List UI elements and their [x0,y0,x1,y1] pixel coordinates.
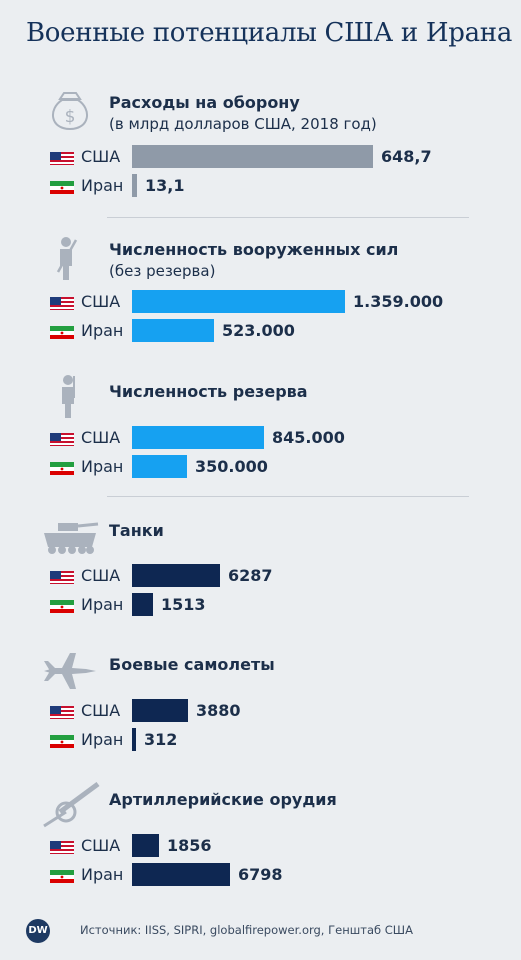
data-label: 523.000 [222,321,295,340]
bar [132,145,373,168]
category-label: США [81,836,121,855]
category-label: Иран [81,457,124,476]
section-title: Численность вооруженных сил [109,240,399,259]
data-label: 1513 [161,595,206,614]
bar-row: Иран 350.000 [0,454,521,480]
fighter-jet-icon [40,647,100,695]
data-label: 312 [144,730,178,749]
bar-row: США 1856 [0,833,521,859]
bar [132,699,188,722]
reserve-soldier-icon [40,372,100,420]
iran-flag-icon [50,734,74,748]
us-flag-icon [50,432,74,446]
data-label: 3880 [196,701,241,720]
bar [132,564,220,587]
us-flag-icon [50,570,74,584]
category-label: Иран [81,730,124,749]
bar [132,174,137,197]
bar [132,455,187,478]
data-label: 6287 [228,566,273,585]
dw-logo: DW [26,919,50,943]
iran-flag-icon [50,461,74,475]
chart-title: Военные потенциалы США и Ирана [26,18,513,48]
bar [132,319,214,342]
category-label: США [81,566,121,585]
section-subtitle: (в млрд долларов США, 2018 год) [109,115,377,133]
bar-row: США 845.000 [0,425,521,451]
bar-row: США 6287 [0,563,521,589]
category-label: Иран [81,321,124,340]
bar-row: США 1.359.000 [0,289,521,315]
section-title: Танки [109,521,164,540]
bar-row: Иран 523.000 [0,318,521,344]
category-label: США [81,147,121,166]
category-label: США [81,701,121,720]
bar-row: Иран 1513 [0,592,521,618]
soldier-icon [40,232,100,280]
section-title: Расходы на оборону [109,93,300,112]
iran-flag-icon [50,180,74,194]
cannon-icon [40,781,100,830]
tank-icon [40,513,100,561]
bar [132,728,136,751]
bar-row: США 648,7 [0,144,521,170]
data-label: 350.000 [195,457,268,476]
us-flag-icon [50,296,74,310]
money-bag-icon: $ [40,85,100,133]
iran-flag-icon [50,599,74,613]
divider [107,496,469,497]
bar [132,834,159,857]
source-note: Источник: IISS, SIPRI, globalfirepower.o… [80,923,413,937]
data-label: 845.000 [272,428,345,447]
us-flag-icon [50,840,74,854]
us-flag-icon [50,151,74,165]
data-label: 13,1 [145,176,185,195]
data-label: 6798 [238,865,283,884]
bar-row: США 3880 [0,698,521,724]
section-title: Боевые самолеты [109,655,275,674]
data-label: 648,7 [381,147,432,166]
bar-row: Иран 6798 [0,862,521,888]
us-flag-icon [50,705,74,719]
category-label: Иран [81,865,124,884]
bar-row: Иран 13,1 [0,173,521,199]
section-subtitle: (без резерва) [109,262,216,280]
bar-row: Иран 312 [0,727,521,753]
bar [132,593,153,616]
bar [132,426,264,449]
bar [132,863,230,886]
section-title: Численность резерва [109,382,308,401]
category-label: США [81,428,121,447]
category-label: Иран [81,595,124,614]
svg-text:$: $ [65,107,76,127]
bar [132,290,345,313]
section-title: Артиллерийские орудия [109,790,337,809]
data-label: 1.359.000 [353,292,444,311]
category-label: Иран [81,176,124,195]
data-label: 1856 [167,836,212,855]
iran-flag-icon [50,869,74,883]
divider [107,217,469,218]
iran-flag-icon [50,325,74,339]
category-label: США [81,292,121,311]
